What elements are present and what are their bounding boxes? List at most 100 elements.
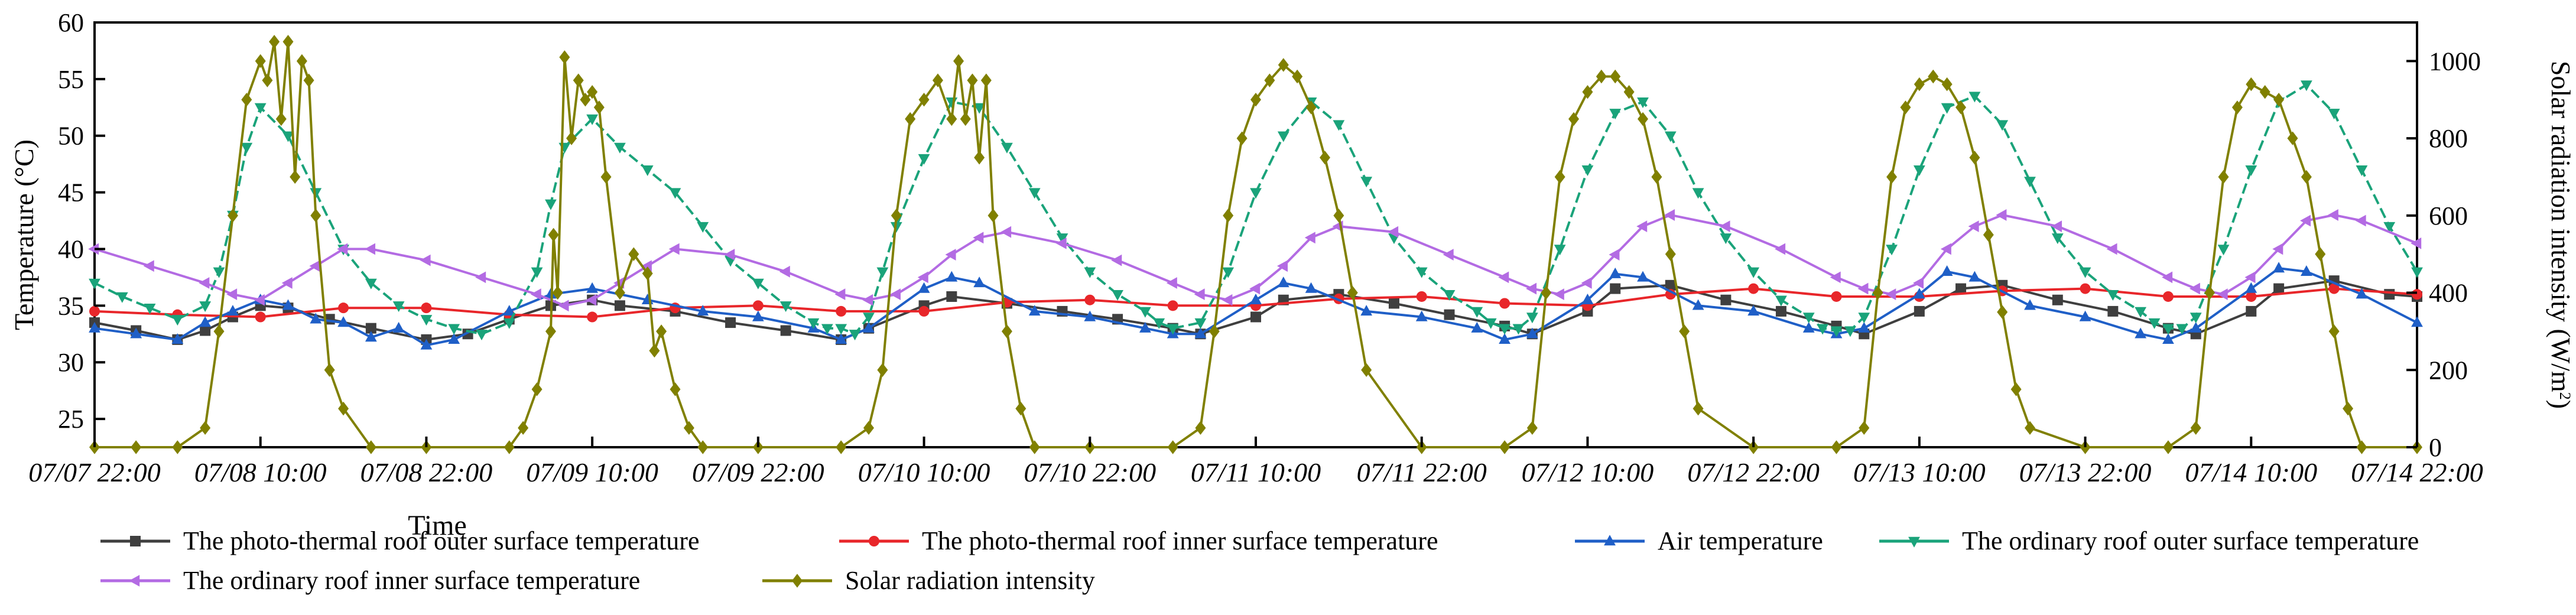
data-point — [199, 301, 212, 313]
y-axis-right-title: Solar radiation intensity (W/m2) — [2546, 61, 2576, 409]
series-line — [94, 83, 2418, 336]
data-point — [1720, 233, 1732, 245]
data-point — [967, 73, 978, 87]
legend-swatch-marker — [869, 536, 879, 546]
data-point — [172, 440, 183, 454]
data-point — [2079, 310, 2091, 321]
data-point — [918, 154, 930, 165]
data-point — [531, 382, 543, 396]
data-point — [1775, 305, 1786, 317]
data-point — [1997, 305, 2008, 319]
data-point — [876, 267, 889, 278]
data-point — [1913, 277, 1924, 289]
data-point — [1250, 311, 1261, 323]
legend-swatch-marker — [792, 574, 803, 588]
series-line — [95, 41, 2417, 448]
data-point — [1582, 84, 1593, 99]
data-point — [807, 318, 820, 329]
data-point — [296, 54, 307, 69]
data-point — [2079, 267, 2091, 278]
data-point — [1553, 288, 1564, 301]
data-point — [836, 440, 847, 454]
data-point — [1968, 92, 1981, 103]
data-point — [1223, 209, 1234, 223]
data-point — [171, 333, 184, 344]
data-point — [337, 316, 349, 327]
data-point — [2162, 291, 2174, 302]
data-point — [642, 266, 653, 281]
series-3 — [89, 262, 2423, 350]
data-point — [2135, 327, 2147, 339]
data-point — [669, 188, 681, 199]
data-point — [862, 294, 873, 306]
data-point — [1361, 363, 1372, 377]
data-point — [2300, 214, 2311, 227]
series-layer — [88, 34, 2423, 454]
data-point — [337, 243, 348, 255]
legend-label: The photo-thermal roof inner surface tem… — [922, 526, 1438, 555]
data-point — [200, 325, 211, 336]
data-point — [2024, 299, 2036, 310]
data-point — [1166, 277, 1177, 289]
data-point — [1526, 421, 1538, 435]
data-point — [1747, 305, 1760, 316]
data-point — [641, 165, 654, 177]
data-point — [987, 209, 999, 223]
y-left-tick-label: 40 — [58, 235, 84, 263]
data-point — [2245, 165, 2257, 177]
data-point — [1928, 69, 1939, 84]
data-point — [2315, 247, 2326, 261]
x-tick-label: 07/09 22:00 — [692, 457, 824, 487]
data-point — [1512, 324, 1525, 335]
x-tick-label: 07/12 22:00 — [1687, 457, 1820, 487]
data-point — [116, 292, 128, 303]
data-point — [448, 324, 460, 335]
data-point — [420, 339, 433, 350]
data-point — [1153, 318, 1165, 329]
data-point — [1775, 295, 1787, 307]
data-point — [227, 209, 238, 223]
x-tick-label: 07/14 10:00 — [2185, 457, 2317, 487]
data-point — [1471, 321, 1483, 333]
x-tick-label: 07/12 10:00 — [1522, 457, 1654, 487]
data-point — [2051, 233, 2064, 245]
x-tick-label: 07/13 10:00 — [1853, 457, 1986, 487]
data-point — [130, 327, 142, 339]
data-point — [2190, 321, 2202, 333]
data-point — [2217, 288, 2228, 301]
data-point — [1554, 245, 1566, 256]
data-point — [1444, 309, 1455, 320]
data-point — [1610, 283, 1621, 294]
data-point — [89, 321, 100, 333]
data-point — [586, 114, 599, 125]
data-point — [1844, 326, 1856, 337]
data-point — [1554, 170, 1565, 184]
data-point — [649, 343, 660, 358]
data-point — [1526, 327, 1538, 339]
data-point — [1568, 112, 1580, 126]
data-point — [2328, 283, 2340, 294]
data-point — [2328, 109, 2340, 120]
data-point — [365, 440, 376, 454]
data-point — [2218, 170, 2229, 184]
data-point — [338, 401, 349, 416]
legend-label: The ordinary roof inner surface temperat… — [183, 566, 640, 595]
data-point — [877, 363, 888, 377]
data-point — [2356, 165, 2368, 177]
data-point — [1637, 271, 1649, 282]
data-point — [558, 300, 569, 312]
data-point — [1250, 293, 1262, 304]
data-point — [1665, 279, 1676, 291]
legend-swatch-marker — [1908, 536, 1920, 548]
data-point — [1278, 58, 1289, 72]
data-point — [1000, 226, 1012, 238]
data-point — [2051, 220, 2062, 233]
data-point — [200, 421, 211, 435]
data-point — [1541, 285, 1552, 300]
data-point — [1830, 271, 1841, 284]
data-point — [2190, 421, 2201, 435]
data-point — [282, 131, 294, 142]
data-point — [365, 323, 376, 334]
data-point — [973, 276, 986, 288]
data-point — [365, 331, 377, 342]
